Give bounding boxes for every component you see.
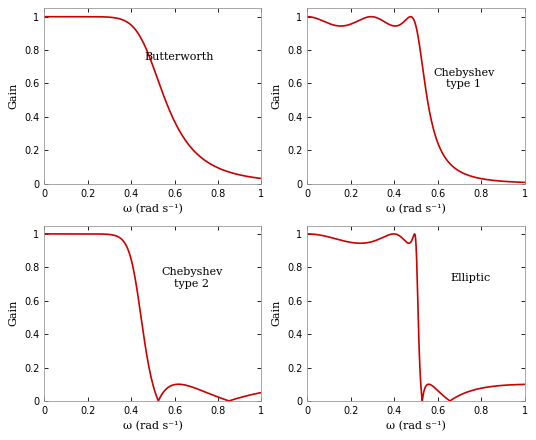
Text: Chebyshev
type 1: Chebyshev type 1 bbox=[433, 68, 494, 89]
Text: Chebyshev
type 2: Chebyshev type 2 bbox=[161, 268, 222, 289]
X-axis label: ω (rad s⁻¹): ω (rad s⁻¹) bbox=[386, 204, 446, 214]
Y-axis label: Gain: Gain bbox=[271, 300, 281, 326]
Y-axis label: Gain: Gain bbox=[271, 83, 281, 109]
Text: Elliptic: Elliptic bbox=[450, 273, 490, 283]
X-axis label: ω (rad s⁻¹): ω (rad s⁻¹) bbox=[386, 422, 446, 432]
Y-axis label: Gain: Gain bbox=[9, 83, 18, 109]
Y-axis label: Gain: Gain bbox=[9, 300, 18, 326]
Text: Butterworth: Butterworth bbox=[144, 52, 214, 62]
X-axis label: ω (rad s⁻¹): ω (rad s⁻¹) bbox=[123, 422, 183, 432]
X-axis label: ω (rad s⁻¹): ω (rad s⁻¹) bbox=[123, 204, 183, 214]
